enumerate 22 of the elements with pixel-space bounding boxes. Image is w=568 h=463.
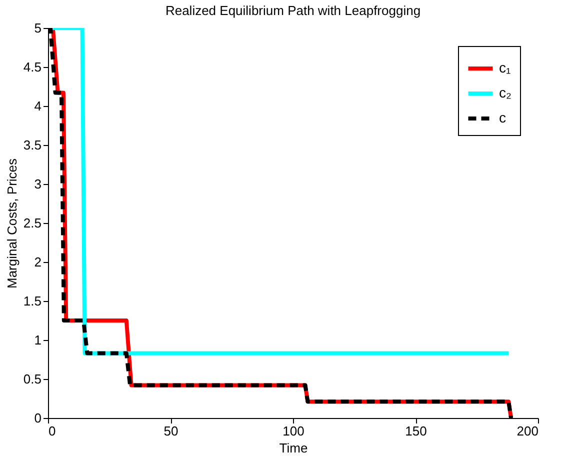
legend-label: c₁ (499, 60, 511, 76)
legend-label: c (499, 110, 506, 126)
x-tick-label: 150 (405, 424, 427, 438)
chart-title: Realized Equilibrium Path with Leapfrogging (165, 3, 421, 18)
y-axis-title: Marginal Costs, Prices (4, 158, 20, 289)
y-tick-label: 5 (34, 20, 42, 36)
legend-label: c₂ (499, 84, 512, 100)
x-tick-label: 100 (282, 424, 304, 438)
y-tick-label: 1 (34, 332, 42, 348)
y-tick-label: 1.5 (23, 294, 42, 308)
y-tick-label: 4 (34, 98, 42, 114)
x-axis-title: Time (279, 440, 308, 456)
x-tick-label: 0 (48, 424, 56, 438)
x-tick-label: 200 (516, 424, 538, 438)
y-tick-label: 0.5 (23, 372, 42, 386)
y-tick-label: 3 (34, 176, 42, 192)
y-tick-label: 4.5 (23, 60, 42, 74)
y-tick-label: 3.5 (23, 138, 42, 152)
y-tick-label: 2.5 (23, 216, 42, 230)
x-tick-label: 50 (164, 424, 178, 438)
y-tick-label: 2 (34, 254, 42, 270)
y-tick-label: 0 (34, 410, 42, 426)
